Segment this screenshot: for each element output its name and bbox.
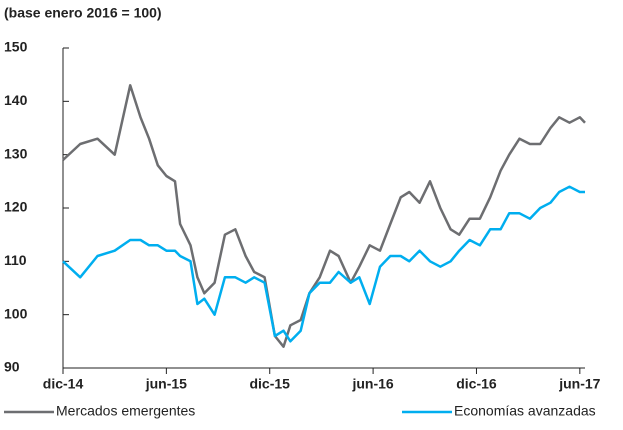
y-tick-label: 140 <box>4 92 28 108</box>
y-tick-label: 120 <box>4 199 28 215</box>
x-tick-label: dic-14 <box>43 376 84 392</box>
x-tick-label: dic-16 <box>456 376 497 392</box>
x-tick-label: jun-16 <box>351 376 393 392</box>
x-tick-label: jun-15 <box>145 376 187 392</box>
series-line <box>62 84 586 348</box>
series-line <box>62 185 585 343</box>
legend-label: Economías avanzadas <box>454 403 596 419</box>
y-tick-label: 150 <box>4 39 28 55</box>
y-tick-label: 110 <box>4 252 27 268</box>
y-tick-label: 90 <box>4 359 20 375</box>
y-tick-label: 100 <box>4 305 28 321</box>
legend-label: Mercados emergentes <box>56 403 195 419</box>
x-tick-label: dic-15 <box>249 376 290 392</box>
y-tick-label: 130 <box>4 145 28 161</box>
chart-subtitle: (base enero 2016 = 100) <box>4 5 162 21</box>
x-tick-label: jun-17 <box>558 376 600 392</box>
